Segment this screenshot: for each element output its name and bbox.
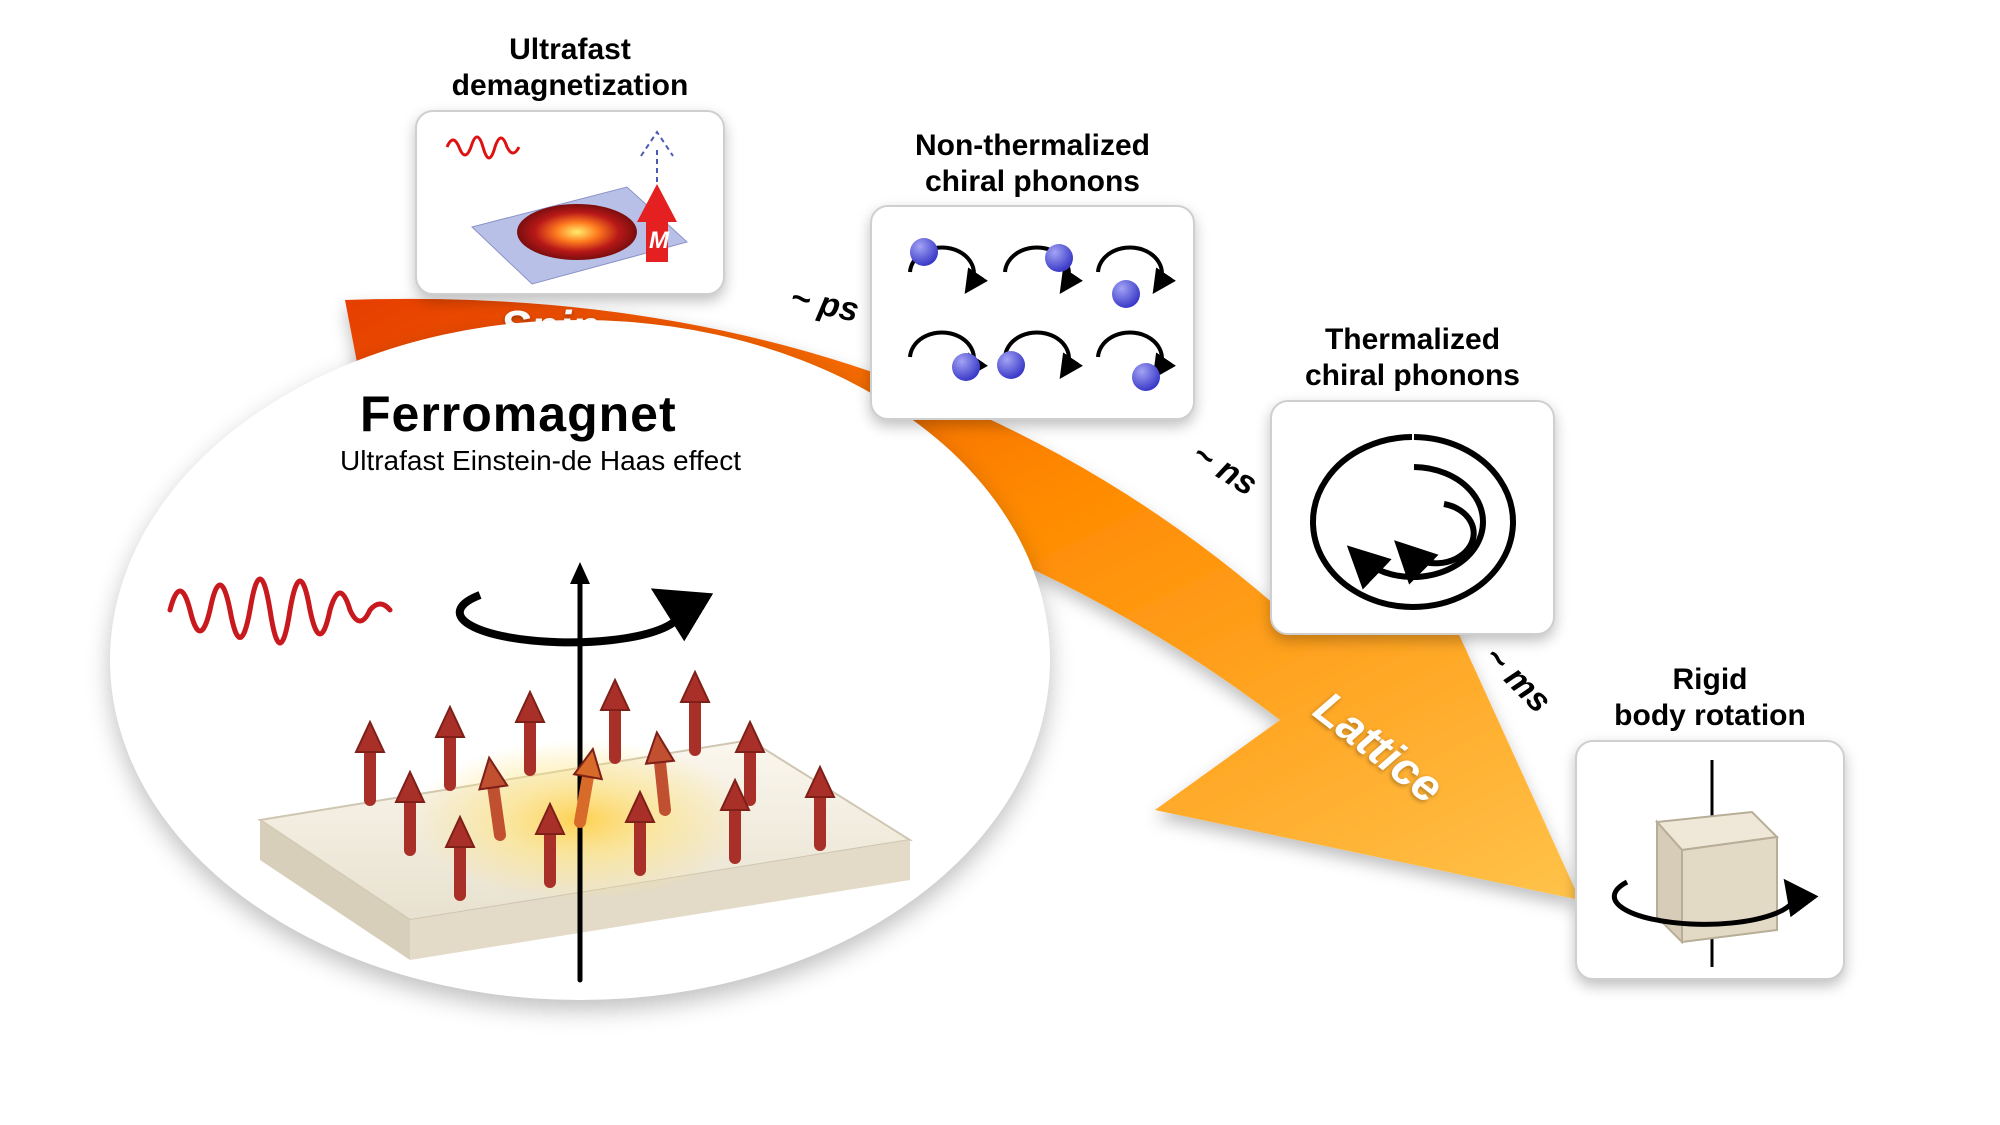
thermal-title-l2: chiral phonons — [1305, 359, 1520, 392]
rigid-title-l2: body rotation — [1614, 699, 1806, 732]
rigid-title: Rigid body rotation — [1560, 662, 1860, 734]
rigid-title-l1: Rigid — [1673, 663, 1748, 696]
thermal-panel — [1270, 400, 1555, 635]
thermal-title: Thermalized chiral phonons — [1255, 322, 1570, 394]
ferromagnet-illustration — [110, 440, 1050, 1000]
demag-panel: M — [415, 110, 725, 295]
nonthermal-panel — [870, 205, 1195, 420]
demag-title-l2: demagnetization — [452, 69, 689, 102]
nonthermal-title-l1: Non-thermalized — [915, 129, 1150, 162]
nonthermal-title-l2: chiral phonons — [925, 165, 1140, 198]
demag-title-l1: Ultrafast — [509, 33, 631, 66]
m-label: M — [649, 227, 670, 254]
nonthermal-title: Non-thermalized chiral phonons — [860, 128, 1205, 200]
thermal-title-l1: Thermalized — [1325, 323, 1500, 356]
rigid-panel — [1575, 740, 1845, 980]
ferromagnet-title: Ferromagnet — [360, 385, 677, 443]
demag-title: Ultrafast demagnetization — [415, 32, 725, 104]
